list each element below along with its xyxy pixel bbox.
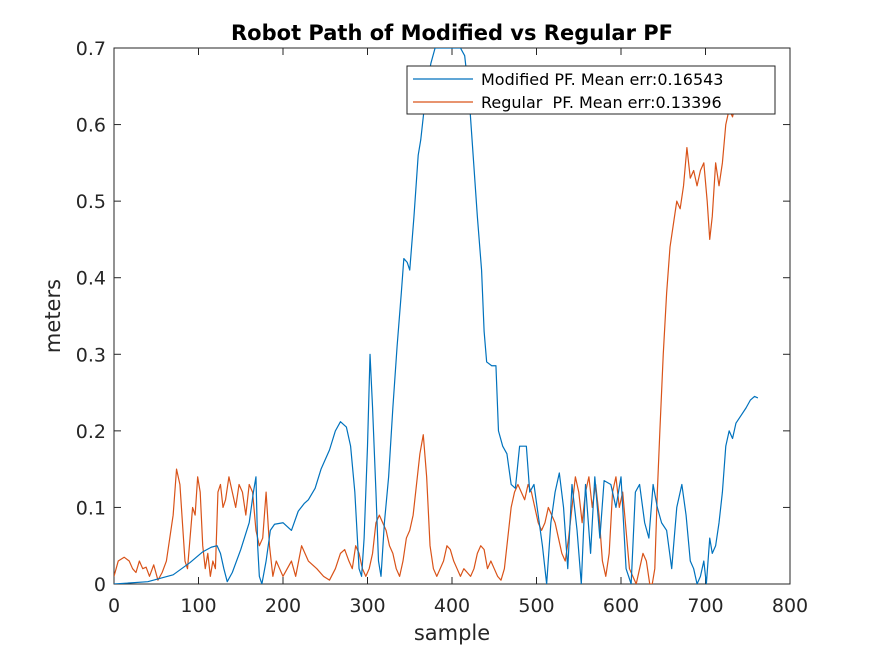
plot-area [113,47,791,585]
series-line-modified-pf [114,48,759,584]
y-tick-label: 0.5 [76,191,106,213]
x-tick-label: 600 [603,595,639,617]
x-tick-label: 400 [434,595,470,617]
y-tick-label: 0 [94,574,106,596]
x-axis: 0 100 200 300 400 500 600 700 800 [108,48,808,617]
y-tick-label: 0.6 [76,115,106,137]
y-tick-label: 0.4 [76,268,106,290]
y-axis: 0 0.1 0.2 0.3 0.4 0.5 0.6 0.7 [76,38,790,596]
legend: Modified PF. Mean err:0.16543 Regular PF… [406,65,776,115]
x-tick-label: 200 [265,595,301,617]
series-line-regular-pf [114,78,747,584]
y-tick-label: 0.3 [76,344,106,366]
legend-box [406,65,776,115]
y-tick-label: 0.2 [76,421,106,443]
y-axis-label: meters [41,279,65,353]
y-tick-label: 0.7 [76,38,106,60]
chart-title: Robot Path of Modified vs Regular PF [231,21,673,45]
x-tick-label: 100 [180,595,216,617]
legend-label-modified-pf: Modified PF. Mean err:0.16543 [481,70,723,89]
x-axis-label: sample [414,621,490,645]
x-tick-label: 700 [687,595,723,617]
x-tick-label: 500 [518,595,554,617]
legend-label-regular-pf: Regular PF. Mean err:0.13396 [481,93,722,112]
y-tick-label: 0.1 [76,497,106,519]
x-tick-label: 0 [108,595,120,617]
series-layer [114,48,759,584]
x-tick-label: 800 [772,595,808,617]
x-tick-label: 300 [349,595,385,617]
